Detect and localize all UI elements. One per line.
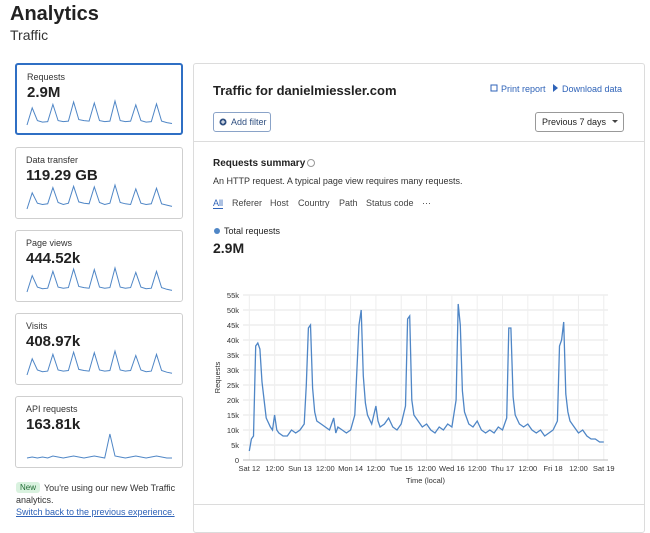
divider xyxy=(194,504,644,505)
card-value: 163.81k xyxy=(26,416,81,433)
panel-title: Traffic for danielmiessler.com xyxy=(213,83,397,98)
tab[interactable]: Host xyxy=(270,198,289,208)
page-title: Analytics xyxy=(10,3,99,25)
new-badge: New xyxy=(16,482,41,493)
tab[interactable]: All xyxy=(213,198,224,209)
metric-card[interactable]: Data transfer 119.29 GB xyxy=(15,147,183,219)
main-panel xyxy=(193,63,645,533)
legend-label: Total requests xyxy=(224,226,281,236)
card-label: Page views xyxy=(26,238,73,248)
card-label: Requests xyxy=(27,72,66,82)
card-value: 2.9M xyxy=(27,84,61,101)
card-label: Data transfer xyxy=(26,155,79,165)
metric-card[interactable]: Visits 408.97k xyxy=(15,313,183,385)
section-title: Requests summary xyxy=(213,158,306,169)
print-link[interactable]: Print report xyxy=(501,84,546,94)
tab[interactable]: Path xyxy=(339,198,358,208)
total-value: 2.9M xyxy=(213,240,245,256)
metric-card[interactable]: API requests 163.81k xyxy=(15,396,183,468)
page-subtitle: Traffic xyxy=(10,27,49,43)
card-value: 119.29 GB xyxy=(26,167,98,184)
card-value: 444.52k xyxy=(26,250,81,267)
section-description: An HTTP request. A typical page view req… xyxy=(213,176,463,186)
card-value: 408.97k xyxy=(26,333,81,350)
metric-card[interactable]: Page views 444.52k xyxy=(15,230,183,302)
tab[interactable]: ··· xyxy=(422,198,431,208)
card-label: Visits xyxy=(26,321,48,331)
download-link[interactable]: Download data xyxy=(562,84,623,94)
tab[interactable]: Country xyxy=(298,198,330,208)
card-label: API requests xyxy=(26,404,78,414)
divider xyxy=(194,141,644,142)
notice-text: You're using our new Web Traffic analyti… xyxy=(16,483,176,505)
tab[interactable]: Status code xyxy=(366,198,414,208)
switch-link[interactable]: Switch back to the previous experience. xyxy=(16,507,175,517)
add-filter-button[interactable]: Add filter xyxy=(213,112,271,132)
metric-card[interactable]: Requests 2.9M xyxy=(15,63,183,135)
tab[interactable]: Referer xyxy=(232,198,263,208)
range-select[interactable]: Previous 7 days xyxy=(535,112,624,132)
